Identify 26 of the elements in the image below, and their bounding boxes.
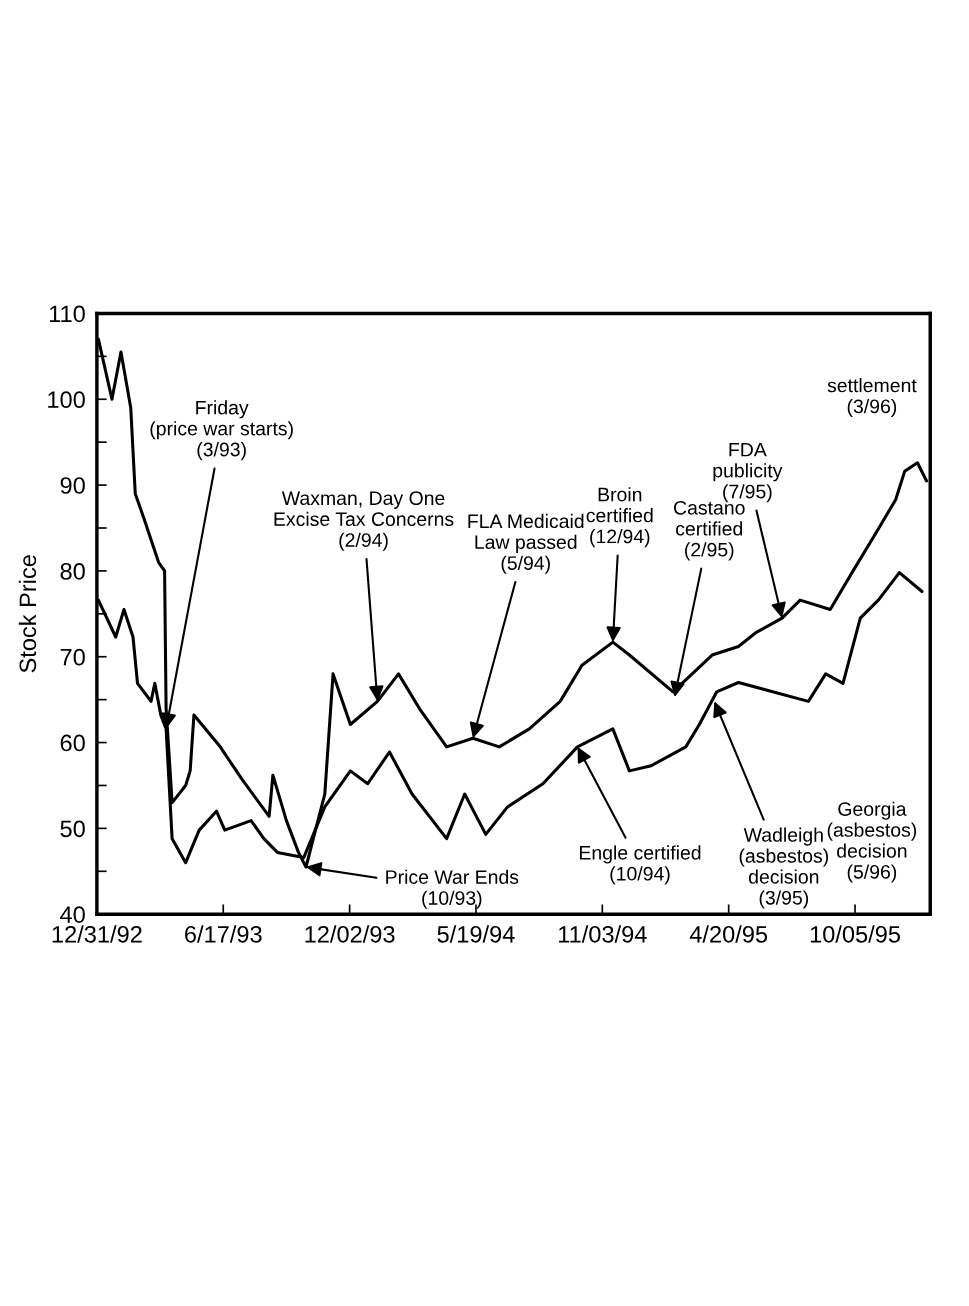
annotation: Price War Ends (10/93): [386, 869, 519, 909]
annotation: settlement (3/96): [827, 378, 917, 418]
annotation: Engle certified (10/94): [579, 845, 701, 885]
x-tick-label: 10/05/95: [810, 925, 900, 943]
x-tick-label: 11/03/94: [559, 925, 647, 943]
x-tick-label: 12/02/93: [305, 925, 395, 943]
annotation: Waxman, Day One Excise Tax Concerns (2/94): [274, 491, 454, 551]
x-tick-label: 4/20/95: [689, 925, 768, 943]
annotation: FDA publicity (7/95): [713, 442, 783, 503]
y-tick-label: 70: [60, 648, 85, 666]
annotation: Georgia (asbestos) decision (5/96): [827, 801, 917, 883]
y-tick-label: 80: [60, 562, 85, 580]
annotation: Castano certified (2/95): [674, 500, 745, 561]
annotation: Broin certified (12/94): [586, 487, 653, 548]
annotation: Friday (price war starts) (3/93): [150, 400, 293, 461]
x-tick-label: 12/31/92: [52, 925, 142, 943]
y-tick-label: 90: [60, 477, 85, 494]
y-tick-label: 60: [60, 734, 85, 752]
y-axis-title: Stock Price: [18, 555, 37, 673]
y-tick-label: 100: [48, 391, 85, 409]
x-tick-label: 6/17/93: [185, 925, 262, 943]
y-tick-label: 40: [60, 906, 85, 923]
y-tick-label: 50: [60, 820, 85, 838]
y-tick-label: 110: [49, 305, 85, 323]
annotation: FLA Medicaid Law passed (5/94): [468, 513, 584, 574]
x-tick-label: 5/19/94: [437, 925, 515, 943]
